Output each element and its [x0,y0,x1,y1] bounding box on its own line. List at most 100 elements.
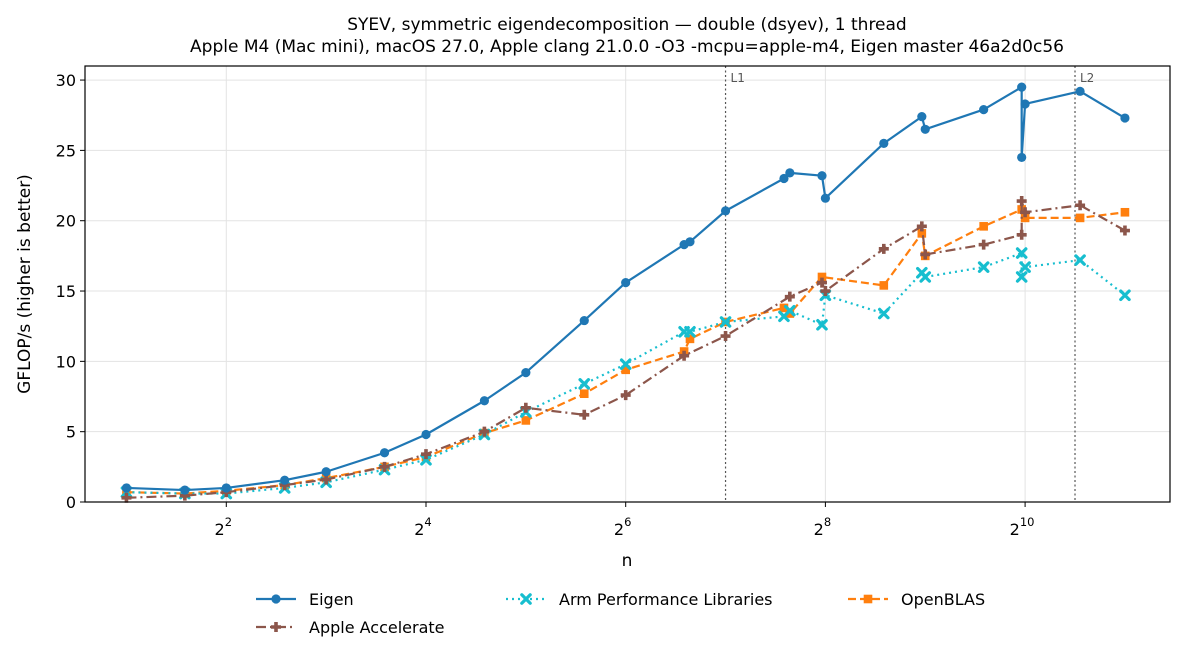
plot-frame [84,65,1171,503]
x-tick-base: 2 [215,520,225,539]
x-tick-label: 22 [215,515,233,539]
data-point-arm-performance-libraries [1015,247,1028,259]
data-point-eigen [479,396,490,406]
series-apple-accelerate [121,196,1130,503]
series-layer [120,82,1131,503]
data-point-apple-accelerate [479,426,490,437]
data-point-apple-accelerate [1016,229,1027,240]
data-point-apple-accelerate [121,492,132,503]
legend: Eigen Apple Accelerate Arm Performance Lib… [256,590,985,637]
data-point-apple-accelerate [878,243,889,254]
legend-item-openblas: OpenBLAS [848,590,985,609]
data-point-openblas [685,334,695,344]
data-point-eigen [685,237,695,247]
data-point-openblas [1020,213,1030,223]
x-tick-label: 24 [414,515,432,539]
data-point-eigen [720,206,731,216]
x-tick-exponent: 8 [824,515,831,529]
data-point-eigen [785,168,795,178]
data-point-openblas [521,416,531,425]
annotation-label-l1: L1 [731,71,745,85]
y-tick-label: 0 [66,493,76,512]
x-tick-label: 26 [614,515,632,539]
data-point-apple-accelerate [1119,225,1130,236]
data-point-arm-performance-libraries [420,454,432,466]
y-tick-label: 10 [56,352,76,371]
y-tick-label: 30 [56,71,76,90]
x-tick-base: 2 [414,520,424,539]
annotation-label-l2: L2 [1080,71,1094,85]
data-point-eigen [1120,113,1130,123]
data-point-arm-performance-libraries [1119,289,1131,302]
data-point-openblas [621,365,630,375]
data-point-eigen [579,315,589,326]
data-point-eigen [879,138,889,148]
data-point-eigen [779,173,789,184]
data-point-eigen [621,277,631,288]
data-point-apple-accelerate [679,350,690,361]
data-point-eigen [521,368,531,378]
data-point-eigen [421,429,431,440]
data-point-openblas [779,303,789,313]
data-point-eigen [379,448,390,458]
data-point-arm-performance-libraries [619,358,632,370]
y-axis-ticks: 0 5 10 15 20 25 30 [56,71,85,512]
x-tick-exponent: 2 [225,515,232,529]
y-tick-label: 5 [66,423,76,442]
data-point-arm-performance-libraries [977,261,990,273]
cache-annotations: L1 L2 [724,66,1094,502]
data-point-arm-performance-libraries [1015,271,1028,283]
data-point-eigen [1020,99,1030,109]
data-point-openblas [817,272,827,282]
legend-marker [271,594,281,604]
data-point-apple-accelerate [1020,207,1031,218]
x-tick-base: 2 [814,520,824,539]
series-eigen [121,82,1130,495]
data-point-eigen [817,171,827,181]
data-point-eigen [1017,82,1027,92]
data-point-apple-accelerate [978,239,989,250]
data-point-apple-accelerate [816,277,827,288]
legend-item-arm-performance-libraries: Arm Performance Libraries [506,590,773,609]
x-axis-ticks: 22 24 26 28 210 [215,502,1035,539]
data-point-openblas [1120,207,1130,217]
data-point-openblas [879,281,889,290]
data-point-apple-accelerate [784,291,795,302]
data-point-apple-accelerate [916,221,927,232]
data-point-arm-performance-libraries [719,316,732,328]
data-point-openblas [579,389,589,399]
x-tick-exponent: 10 [1020,515,1035,529]
data-point-arm-performance-libraries [684,326,696,338]
y-tick-label: 20 [56,212,76,231]
data-point-arm-performance-libraries [578,378,591,390]
data-point-openblas [1075,213,1085,223]
data-point-apple-accelerate [1075,200,1086,211]
data-point-arm-performance-libraries [1074,254,1086,266]
legend-marker [520,593,532,605]
chart-title: SYEV, symmetric eigendecomposition — dou… [347,15,906,35]
data-point-apple-accelerate [620,390,631,401]
data-point-eigen [820,193,830,203]
x-tick-label: 28 [814,515,832,539]
legend-item-eigen: Eigen [256,590,354,609]
data-point-eigen [221,483,231,493]
data-point-apple-accelerate [379,461,390,472]
data-point-arm-performance-libraries [919,271,932,283]
data-point-openblas [917,229,927,238]
x-tick-base: 2 [1010,520,1020,539]
chart-subtitle: Apple M4 (Mac mini), macOS 27.0, Apple c… [190,37,1064,57]
data-point-eigen [121,483,132,493]
data-point-arm-performance-libraries [1019,261,1031,273]
data-point-arm-performance-libraries [784,304,796,317]
data-point-apple-accelerate [920,249,931,260]
data-point-apple-accelerate [579,409,590,420]
data-point-apple-accelerate [1016,196,1027,207]
x-tick-base: 2 [614,520,624,539]
data-point-apple-accelerate [520,402,531,413]
data-point-arm-performance-libraries [816,318,828,331]
data-point-apple-accelerate [420,449,431,460]
data-point-apple-accelerate [820,286,831,297]
data-point-eigen [280,475,290,485]
y-tick-label: 15 [56,282,76,301]
